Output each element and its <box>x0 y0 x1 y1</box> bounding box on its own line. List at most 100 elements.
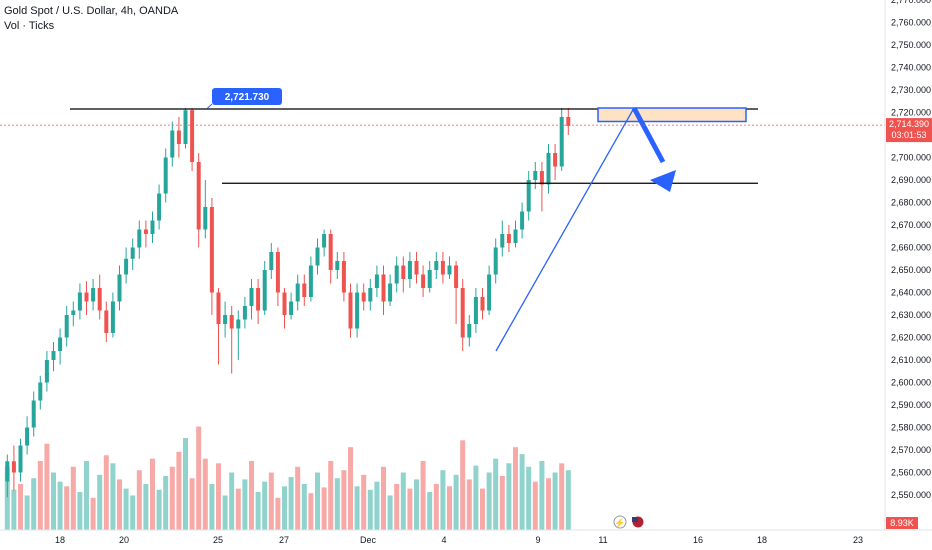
candle-body <box>460 288 465 338</box>
volume-bar <box>519 454 525 530</box>
price-tick-label: 2,700.000 <box>891 153 931 163</box>
candle-body <box>289 301 294 315</box>
candle-body <box>71 310 76 315</box>
time-tick-label: 23 <box>853 535 863 545</box>
volume-bar <box>183 438 188 530</box>
volume-tag: 8.93K <box>886 517 918 529</box>
volume-bar <box>103 455 109 530</box>
candle-body <box>157 193 162 221</box>
price-tick-label: 2,650.000 <box>891 265 931 275</box>
event-flash-glyph: ⚡ <box>614 517 625 529</box>
candle-body <box>190 110 195 162</box>
volume-bar <box>11 489 17 530</box>
chart-drawings: 2,721.730 ⚡ <box>0 88 885 529</box>
volume-bar <box>143 484 149 530</box>
candle-body <box>553 153 558 167</box>
volume-bar <box>209 484 215 530</box>
candle-body <box>282 292 287 315</box>
price-tick-label: 2,610.000 <box>891 355 931 365</box>
candle-body <box>269 252 274 270</box>
candle-body <box>421 274 426 288</box>
candle-body <box>394 265 399 284</box>
volume-bar <box>308 493 314 530</box>
uptrend-line <box>495 107 635 352</box>
high-price-callout-bg <box>212 88 282 105</box>
time-tick-label: 18 <box>55 535 65 545</box>
candle-body <box>203 207 208 230</box>
volume-bar <box>381 466 386 530</box>
price-tick-label: 2,720.000 <box>891 108 931 118</box>
volume-bar <box>546 478 551 530</box>
volume-bar <box>37 461 43 530</box>
chart-legend: Gold Spot / U.S. Dollar, 4h, OANDA Vol ·… <box>4 4 178 34</box>
volume-bar <box>44 443 50 530</box>
volume-bar <box>354 486 360 530</box>
candle-body <box>500 234 505 248</box>
volume-tag-bg <box>886 517 918 529</box>
time-tick-label: 20 <box>119 535 129 545</box>
candle-body <box>256 288 261 311</box>
volume-bar <box>235 488 241 530</box>
price-axis[interactable]: 2,770.000 2,760.000 2,750.000 2,740.000 2,73… <box>884 0 932 530</box>
time-axis[interactable]: 18 20 25 27 Dec 4 9 11 16 18 23 <box>0 529 932 545</box>
candle-body <box>473 297 478 324</box>
volume-bar <box>117 479 122 530</box>
candle-body <box>381 274 386 302</box>
price-tick-label: 2,630.000 <box>891 310 931 320</box>
volume-bar <box>315 472 320 530</box>
candle-body <box>64 315 69 338</box>
price-tick-label: 2,760.000 <box>891 18 931 28</box>
symbol-title[interactable]: Gold Spot / U.S. Dollar, 4h, OANDA <box>4 5 179 17</box>
price-tick-label: 2,550.000 <box>891 490 931 500</box>
candle-body <box>209 207 214 293</box>
candle-body <box>315 247 320 266</box>
volume-bar <box>374 481 380 530</box>
volume-bars <box>4 426 571 530</box>
candle-body <box>229 315 234 329</box>
volume-bar <box>387 495 393 530</box>
volume-bar <box>4 466 10 530</box>
candle-body <box>414 261 419 275</box>
volume-bar <box>24 495 30 530</box>
time-tick-label: 18 <box>757 535 767 545</box>
candle-body <box>434 261 439 270</box>
candle-body <box>150 220 155 234</box>
candle-body <box>38 382 43 401</box>
volume-bar <box>348 447 353 530</box>
candle-body <box>302 283 307 297</box>
volume-bar <box>526 466 532 530</box>
candle-body <box>216 292 221 324</box>
price-tick-label: 2,590.000 <box>891 400 931 410</box>
volume-bar <box>90 497 96 530</box>
volume-bar <box>282 486 287 530</box>
volume-bar <box>394 484 400 530</box>
candle-body <box>242 306 247 320</box>
volume-bar <box>262 481 268 530</box>
time-tick-label: 16 <box>693 535 703 545</box>
volume-bar <box>328 461 334 530</box>
candle-body <box>322 234 327 248</box>
volume-bar <box>552 472 558 530</box>
volume-bar <box>513 447 518 530</box>
volume-bar <box>447 486 452 530</box>
volume-bar <box>216 463 221 530</box>
high-price-callout: 2,721.730 <box>206 88 282 110</box>
volume-bar <box>420 461 426 530</box>
volume-title[interactable]: Vol · Ticks <box>4 20 55 32</box>
candle-body <box>137 229 142 248</box>
volume-bar <box>532 481 538 530</box>
volume-bar <box>255 492 261 530</box>
volume-bar <box>341 470 347 530</box>
volume-bar <box>493 458 499 530</box>
price-tick-label: 2,670.000 <box>891 220 931 230</box>
candle-body <box>44 360 49 383</box>
volume-bar <box>202 458 208 530</box>
volume-bar <box>51 472 56 530</box>
price-tick-label: 2,770.000 <box>891 0 931 5</box>
candle-body <box>487 274 492 311</box>
candle-body <box>262 270 267 311</box>
time-tick-label: 9 <box>535 535 540 545</box>
candle-body <box>31 400 36 428</box>
